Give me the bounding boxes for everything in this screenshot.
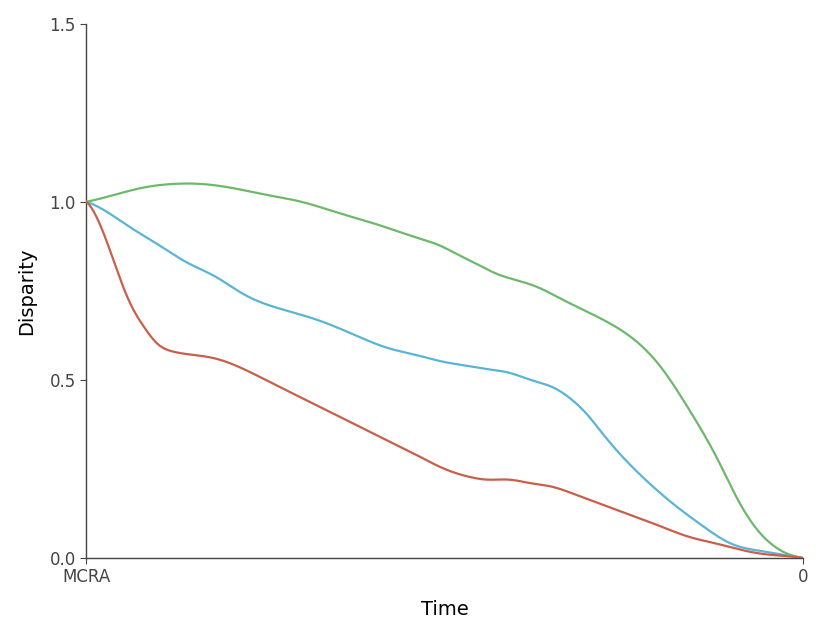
Y-axis label: Disparity: Disparity — [16, 247, 35, 335]
X-axis label: Time: Time — [421, 600, 469, 619]
